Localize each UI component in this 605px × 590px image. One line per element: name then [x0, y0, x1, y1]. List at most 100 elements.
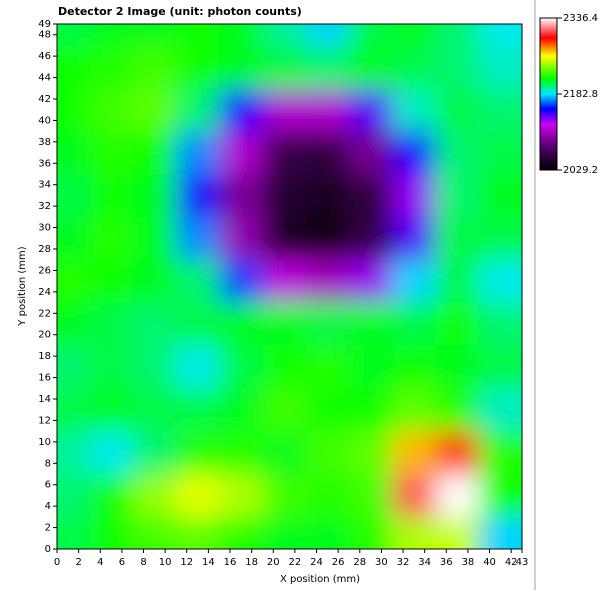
heatmap-cell — [219, 131, 263, 174]
heatmap-cells — [16, 0, 552, 590]
x-tick-label: 4 — [97, 557, 103, 568]
heatmap-cell — [392, 431, 436, 474]
heatmap-cell — [349, 217, 393, 260]
heatmap-cell — [133, 345, 177, 388]
heatmap-cell — [89, 517, 133, 590]
heatmap-cell — [16, 388, 90, 431]
x-tick-label: 14 — [202, 557, 215, 568]
heatmap-cell — [435, 474, 479, 517]
heatmap-cell — [89, 174, 133, 217]
heatmap-cell — [392, 303, 436, 346]
heatmap-cell — [479, 517, 553, 590]
heatmap-cell — [479, 303, 553, 346]
heatmap-cell — [133, 517, 177, 590]
heatmap-cell — [219, 474, 263, 517]
y-tick-label: 10 — [38, 437, 51, 448]
y-tick-label: 2 — [45, 523, 51, 534]
heatmap-cell — [479, 474, 553, 517]
x-tick-label: 40 — [483, 557, 496, 568]
heatmap-cell — [176, 303, 220, 346]
heatmap-cell — [219, 174, 263, 217]
heatmap-cell — [479, 345, 553, 388]
heatmap-cell — [133, 45, 177, 88]
heatmap-cell — [349, 88, 393, 131]
heatmap-cell — [133, 88, 177, 131]
heatmap-cell — [306, 45, 350, 88]
y-tick-label: 38 — [38, 137, 51, 148]
heatmap-cell — [16, 345, 90, 388]
y-tick-label: 28 — [38, 244, 51, 255]
heatmap-cell — [306, 388, 350, 431]
heatmap-cell — [435, 303, 479, 346]
heatmap-cell — [176, 88, 220, 131]
heatmap-cell — [176, 45, 220, 88]
heatmap-cell — [392, 388, 436, 431]
x-tick-label: 10 — [159, 557, 172, 568]
y-tick-label: 24 — [38, 287, 51, 298]
heatmap-cell — [435, 45, 479, 88]
heatmap-cell — [219, 217, 263, 260]
heatmap-cell — [262, 45, 306, 88]
y-tick-label: 48 — [38, 30, 51, 41]
x-tick-label: 8 — [140, 557, 146, 568]
heatmap-cell — [349, 345, 393, 388]
x-tick-label: 26 — [332, 557, 345, 568]
heatmap-cell — [262, 303, 306, 346]
y-tick-label: 0 — [45, 544, 51, 555]
heatmap-cell — [219, 345, 263, 388]
heatmap-cell — [133, 474, 177, 517]
heatmap — [16, 0, 552, 590]
heatmap-cell — [435, 431, 479, 474]
y-tick-label: 4 — [45, 501, 51, 512]
heatmap-cell — [262, 88, 306, 131]
heatmap-cell — [219, 45, 263, 88]
heatmap-cell — [306, 131, 350, 174]
heatmap-cell — [435, 517, 479, 590]
x-tick-label: 16 — [224, 557, 237, 568]
heatmap-cell — [392, 260, 436, 303]
x-tick-label: 12 — [180, 557, 193, 568]
x-tick-label: 32 — [397, 557, 410, 568]
y-tick-label: 8 — [45, 458, 51, 469]
y-tick-label: 6 — [45, 480, 51, 491]
heatmap-cell — [435, 88, 479, 131]
heatmap-cell — [219, 388, 263, 431]
heatmap-cell — [176, 388, 220, 431]
heatmap-cell — [176, 474, 220, 517]
colorbar-tick-label: 2336.4 — [563, 13, 598, 24]
y-tick-label: 49 — [38, 19, 51, 30]
heatmap-cell — [176, 174, 220, 217]
heatmap-cell — [262, 131, 306, 174]
heatmap-cell — [176, 131, 220, 174]
x-tick-label: 24 — [310, 557, 323, 568]
heatmap-cell — [349, 260, 393, 303]
y-axis-label: Y position (mm) — [17, 246, 28, 326]
heatmap-cell — [219, 303, 263, 346]
y-tick-label: 44 — [38, 73, 51, 84]
y-tick-label: 12 — [38, 415, 51, 426]
heatmap-cell — [176, 517, 220, 590]
heatmap-cell — [349, 431, 393, 474]
heatmap-cell — [16, 131, 90, 174]
heatmap-cell — [89, 431, 133, 474]
heatmap-cell — [306, 345, 350, 388]
heatmap-cell — [435, 388, 479, 431]
heatmap-cell — [219, 260, 263, 303]
heatmap-cell — [392, 474, 436, 517]
heatmap-cell — [479, 388, 553, 431]
heatmap-cell — [133, 431, 177, 474]
heatmap-cell — [349, 474, 393, 517]
heatmap-cell — [133, 388, 177, 431]
heatmap-cell — [306, 431, 350, 474]
heatmap-cell — [176, 260, 220, 303]
heatmap-cell — [89, 474, 133, 517]
y-tick-label: 20 — [38, 330, 51, 341]
heatmap-cell — [262, 174, 306, 217]
x-axis-label: X position (mm) — [280, 574, 360, 585]
heatmap-cell — [89, 260, 133, 303]
heatmap-cell — [392, 217, 436, 260]
x-tick-label: 38 — [462, 557, 475, 568]
heatmap-cell — [176, 431, 220, 474]
heatmap-cell — [176, 217, 220, 260]
heatmap-cell — [306, 260, 350, 303]
